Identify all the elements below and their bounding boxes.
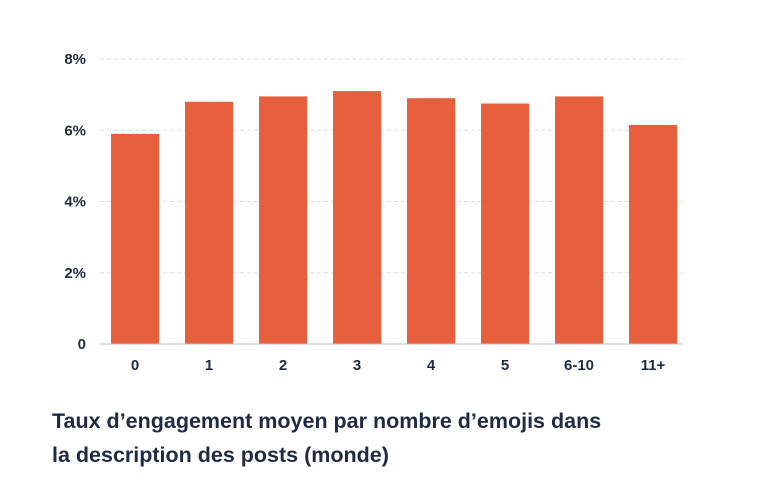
x-tick-label: 0	[131, 357, 139, 374]
bar	[481, 103, 529, 344]
chart-title-line-2: la description des posts (monde)	[52, 443, 389, 467]
bar	[555, 96, 603, 344]
x-tick-label: 5	[501, 357, 509, 374]
bar	[111, 133, 159, 344]
x-tick-label: 1	[205, 357, 213, 374]
x-tick-label: 6-10	[564, 357, 594, 374]
bar	[259, 96, 307, 344]
x-tick-label: 3	[353, 357, 361, 374]
chart-title-line-1: Taux d’engagement moyen par nombre d’emo…	[52, 409, 602, 433]
bar	[185, 101, 233, 344]
bar	[629, 124, 677, 344]
x-tick-label: 2	[279, 357, 287, 374]
x-tick-label: 11+	[641, 357, 666, 374]
y-tick-label: 8%	[64, 51, 86, 68]
bar-chart: 0 2% 4% 6% 8% 0 1 2 3 4 5 6-10 11+	[64, 51, 683, 374]
y-tick-label: 4%	[64, 194, 86, 211]
chart-title: Taux d’engagement moyen par nombre d’emo…	[52, 404, 732, 472]
bar	[333, 91, 381, 344]
y-tick-label: 2%	[64, 265, 86, 282]
y-tick-label: 6%	[64, 122, 86, 139]
y-tick-label: 0	[78, 336, 86, 353]
bar	[407, 98, 455, 344]
x-tick-label: 4	[427, 357, 436, 374]
